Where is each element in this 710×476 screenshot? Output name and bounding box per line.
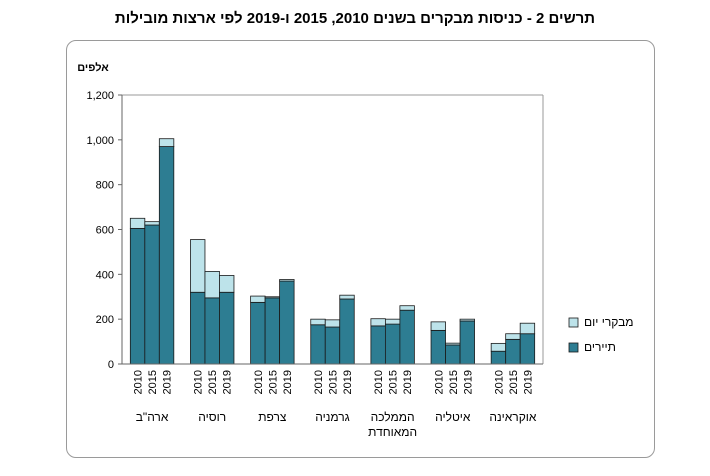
bar-tourists (519, 333, 536, 365)
bar-tourists (144, 224, 160, 365)
y-tick-label: 200 (96, 314, 114, 326)
bar-day-visitors (250, 295, 266, 303)
bar-day-visitors (264, 296, 281, 299)
bar-tourists (339, 298, 355, 365)
bar-tourists (219, 291, 235, 365)
country-label: המאוחדת (368, 425, 417, 439)
year-tick-label: 2010 (493, 370, 505, 394)
bar-day-visitors (219, 275, 235, 293)
bar-tourists (204, 297, 220, 365)
y-tick-label: 600 (96, 225, 114, 237)
bar-tourists (399, 309, 415, 365)
legend: מבקרי יום תיירים (568, 315, 634, 354)
axes-layer: 0 200 400 600 800 1,000 1,200 (86, 90, 544, 371)
year-tick-label: 2010 (193, 370, 205, 394)
bar-day-visitors (459, 318, 475, 322)
country-label: הממלכה (371, 410, 415, 424)
bar-day-visitors (445, 342, 461, 346)
bar-day-visitors (144, 221, 160, 226)
year-tick-label: 2015 (147, 370, 159, 394)
bar-tourists (190, 291, 206, 365)
year-tick-label: 2010 (253, 370, 265, 394)
y-tick-label: 800 (96, 180, 114, 192)
bar-tourists (505, 338, 521, 365)
bar-day-visitors (129, 217, 146, 229)
year-tick-label: 2019 (522, 370, 534, 394)
bar-day-visitors (430, 321, 446, 331)
bar-day-visitors (384, 318, 401, 325)
bar-tourists (129, 227, 146, 365)
year-tick-label: 2015 (388, 370, 400, 394)
year-tick-label: 2019 (342, 370, 354, 394)
bar-day-visitors (339, 294, 355, 300)
bar-tourists (445, 344, 461, 365)
bar-tourists (370, 325, 386, 365)
bar-day-visitors (490, 342, 507, 352)
year-tick-label: 2010 (433, 370, 445, 394)
year-tick-label: 2015 (267, 370, 279, 394)
year-tick-label: 2010 (373, 370, 385, 394)
y-tick-label: 1,000 (86, 135, 114, 147)
legend-label: מבקרי יום (584, 315, 634, 329)
year-tick-label: 2019 (402, 370, 414, 394)
bar-tourists (264, 297, 281, 365)
bar-day-visitors (190, 239, 206, 293)
year-tick-label: 2015 (328, 370, 340, 394)
y-tick-label: 0 (108, 359, 114, 371)
country-label: צרפת (258, 410, 287, 424)
bar-day-visitors (370, 318, 386, 327)
year-tick-label: 2019 (222, 370, 234, 394)
bar-day-visitors (399, 305, 415, 311)
year-tick-label: 2015 (207, 370, 219, 394)
y-axis-label: אלפים (77, 61, 109, 74)
bar-day-visitors (324, 319, 341, 328)
bar-tourists (490, 350, 507, 365)
bar-day-visitors (279, 279, 295, 282)
bar-tourists (310, 324, 326, 365)
y-tick-label: 1,200 (86, 90, 114, 102)
country-label: ארה"ב (136, 410, 169, 424)
chart-frame (66, 40, 655, 458)
bar-tourists (430, 329, 446, 365)
year-tick-label: 2015 (508, 370, 520, 394)
year-tick-label: 2019 (282, 370, 294, 394)
legend-label: תיירים (584, 340, 616, 354)
country-label: רוסיה (198, 410, 226, 424)
bar-tourists (250, 301, 266, 365)
bar-tourists (384, 323, 401, 365)
bar-day-visitors (505, 333, 521, 340)
bar-tourists (158, 146, 175, 365)
year-tick-label: 2015 (448, 370, 460, 394)
year-tick-label: 2010 (133, 370, 145, 394)
bar-tourists (459, 320, 475, 365)
bar-day-visitors (204, 271, 220, 299)
y-tick-label: 400 (96, 269, 114, 281)
country-label: גרמניה (315, 410, 350, 424)
country-label: איטליה (435, 410, 471, 424)
legend-swatch (568, 342, 579, 353)
year-tick-label: 2019 (462, 370, 474, 394)
bar-tourists (324, 326, 341, 365)
bars-layer (129, 138, 536, 365)
legend-swatch (568, 317, 579, 328)
bar-tourists (279, 280, 295, 365)
bar-day-visitors (158, 138, 175, 147)
bar-day-visitors (519, 322, 536, 335)
bar-day-visitors (310, 318, 326, 326)
country-label: אוקראינה (489, 410, 537, 424)
year-tick-label: 2010 (313, 370, 325, 394)
chart-title: תרשים 2 - כניסות מבקרים בשנים 2010, 2015… (114, 10, 596, 27)
year-tick-label: 2019 (162, 370, 174, 394)
